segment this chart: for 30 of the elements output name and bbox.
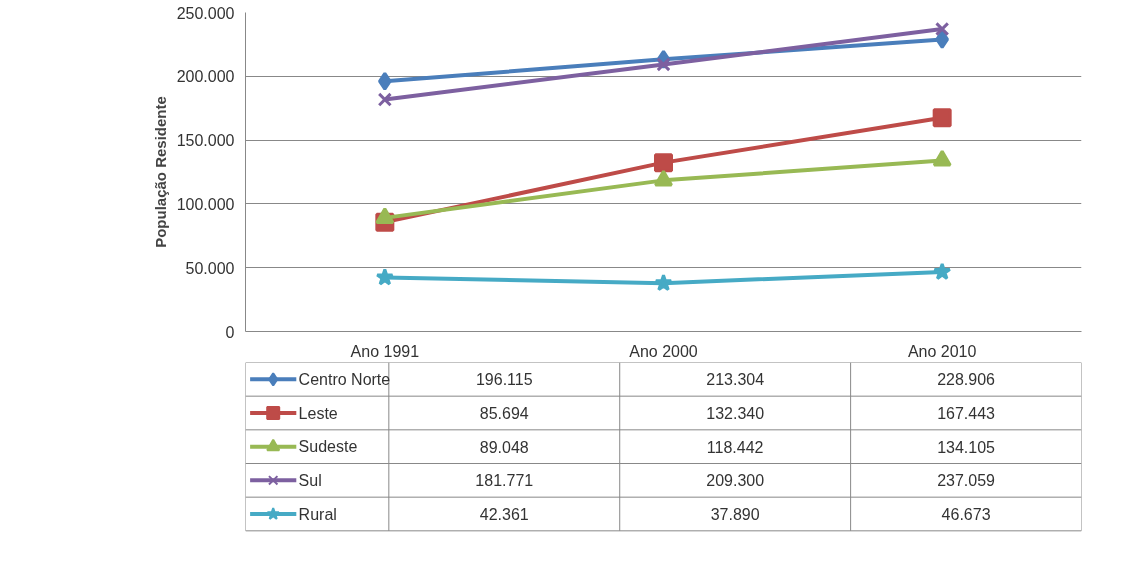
data-label: 209.300: [706, 472, 765, 490]
legend-label: Sudeste: [298, 438, 358, 456]
y-tick-label: 100.000: [176, 195, 235, 213]
legend-label: Rural: [298, 505, 337, 523]
data-label: 37.890: [710, 506, 760, 523]
data-label: 134.105: [937, 438, 996, 456]
data-label: 46.673: [941, 506, 991, 523]
data-label: 85.694: [479, 405, 529, 422]
x-tick-label: Ano 2010: [907, 342, 977, 360]
x-tick-label: Ano 1991: [350, 342, 420, 360]
data-label: 228.906: [937, 371, 996, 389]
y-tick-label: 0: [225, 323, 235, 341]
y-tick-label: 150.000: [176, 132, 235, 150]
x-tick-label: Ano 2000: [629, 342, 698, 360]
legend-label: Leste: [298, 404, 338, 422]
data-label: 167.443: [937, 405, 996, 422]
data-label: 237.059: [937, 472, 996, 490]
data-label: 196.115: [475, 371, 533, 389]
y-tick-label: 200.000: [176, 68, 235, 86]
data-label: 89.048: [479, 438, 529, 456]
data-label: 213.304: [706, 371, 765, 389]
legend-label: Centro Norte: [298, 370, 391, 388]
data-label: 118.442: [706, 438, 764, 456]
data-label: 132.340: [706, 405, 765, 422]
data-label: 181.771: [475, 472, 534, 490]
data-label: 42.361: [479, 506, 529, 523]
y-tick-label: 250.000: [176, 4, 235, 22]
y-tick-label: 50.000: [185, 259, 235, 277]
legend-label: Sul: [298, 471, 322, 489]
y-axis-title: População Residente: [151, 96, 169, 248]
